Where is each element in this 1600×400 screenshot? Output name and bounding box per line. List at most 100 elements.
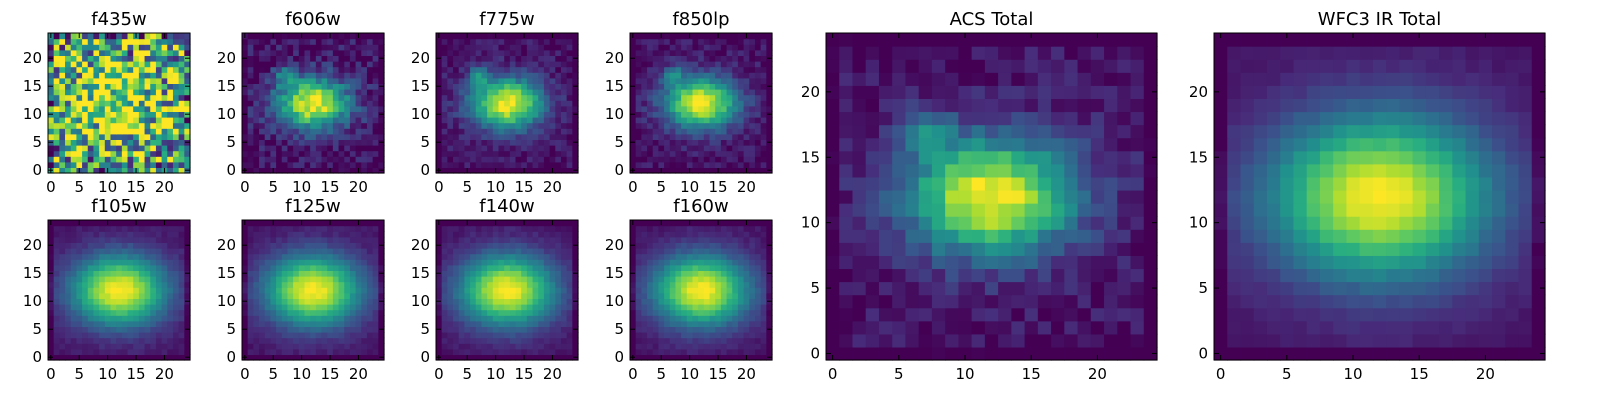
heatmap-cell [276,111,283,118]
heatmap-cell [270,337,277,344]
panel-title: f140w [479,196,534,217]
heatmap-cell [184,133,191,140]
heatmap-cell [515,161,522,168]
heatmap-cell [475,105,483,112]
heatmap-cell [276,133,283,140]
heatmap-cell [349,122,357,129]
heatmap-cell [332,220,340,227]
heatmap-cell [253,343,260,350]
heatmap-cell [184,150,191,157]
heatmap-cell [65,156,72,163]
heatmap-cell [178,61,185,68]
heatmap-cell [298,139,306,146]
heatmap-cell [366,270,374,277]
heatmap-cell [48,61,55,68]
heatmap-cell [304,89,311,96]
heatmap-cell [355,315,362,322]
heatmap-cell [498,242,505,249]
heatmap-cell [82,348,89,355]
heatmap-cell [509,281,517,288]
heatmap-cell [361,320,368,327]
heatmap-cell [242,253,249,260]
heatmap-cell [475,332,483,339]
heatmap-cell [464,38,471,45]
heatmap-cell [293,72,300,79]
heatmap-cell [270,231,277,238]
heatmap-cell [321,337,328,344]
heatmap-cell [481,337,488,344]
heatmap-cell [315,66,323,73]
heatmap-cell [447,281,454,288]
heatmap-cell [247,298,254,305]
heatmap-cell [344,298,351,305]
heatmap-cell [172,100,180,107]
heatmap-cell [664,72,671,79]
heatmap-cell [692,55,699,62]
heatmap-cell [366,38,374,45]
heatmap-cell [65,133,72,140]
heatmap-cell [658,94,665,101]
heatmap-cell [304,139,311,146]
heatmap-cell [641,44,648,51]
heatmap-cell [664,66,671,73]
heatmap-cell [242,332,249,339]
heatmap-cell [526,264,534,271]
heatmap-cell [338,225,345,232]
heatmap-cell [82,332,89,339]
heatmap-cell [338,61,345,68]
heatmap-cell [93,66,100,73]
heatmap-cell [492,55,500,62]
heatmap-cell [504,77,511,84]
heatmap-cell [749,150,756,157]
heatmap-cell [743,122,750,129]
heatmap-cell [543,337,551,344]
heatmap-cell [59,83,66,90]
heatmap-cell [298,281,306,288]
heatmap-cell [630,38,637,45]
heatmap-cell [315,38,323,45]
heatmap-cell [703,111,711,118]
heatmap-cell [509,66,517,73]
heatmap-cell [560,309,568,316]
heatmap-cell [184,66,191,73]
heatmap-cell [293,315,300,322]
heatmap-cell [470,231,477,238]
heatmap-cell [184,225,191,232]
heatmap-cell [270,264,277,271]
heatmap-cell [138,66,146,73]
heatmap-cell [247,150,254,157]
heatmap-cell [441,326,448,333]
heatmap-cells [630,220,773,361]
heatmap-cell [538,66,545,73]
heatmap-cell [515,220,522,227]
heatmap-cell [464,309,471,316]
heatmap-cell [481,145,488,152]
heatmap-cell [361,55,368,62]
heatmap-cell [572,264,579,271]
heatmap-cell [652,61,659,68]
heatmap-cell [82,122,89,129]
heatmap-cell [509,231,517,238]
heatmap-cell [155,242,163,249]
heatmap-cell [470,298,477,305]
heatmap-cell [344,83,351,90]
heatmap-cell [121,326,129,333]
heatmap-cell [270,326,277,333]
heatmap-cell [658,348,665,355]
heatmap-cell [692,105,699,112]
heatmap-cell [293,348,300,355]
y-tick-label: 5 [32,320,42,338]
heatmap-cell [441,66,448,73]
heatmap-cell [720,326,728,333]
heatmap-cell [760,61,767,68]
heatmap-cell [652,145,659,152]
heatmap-cell [749,117,756,124]
heatmap-cell [65,298,72,305]
heatmap-cell [726,49,733,56]
heatmap-cell [549,89,556,96]
heatmap-cell [572,94,579,101]
heatmap-cell [737,100,745,107]
heatmap-cell [99,304,106,311]
heatmap-cell [99,111,106,118]
heatmap-cell [247,100,254,107]
